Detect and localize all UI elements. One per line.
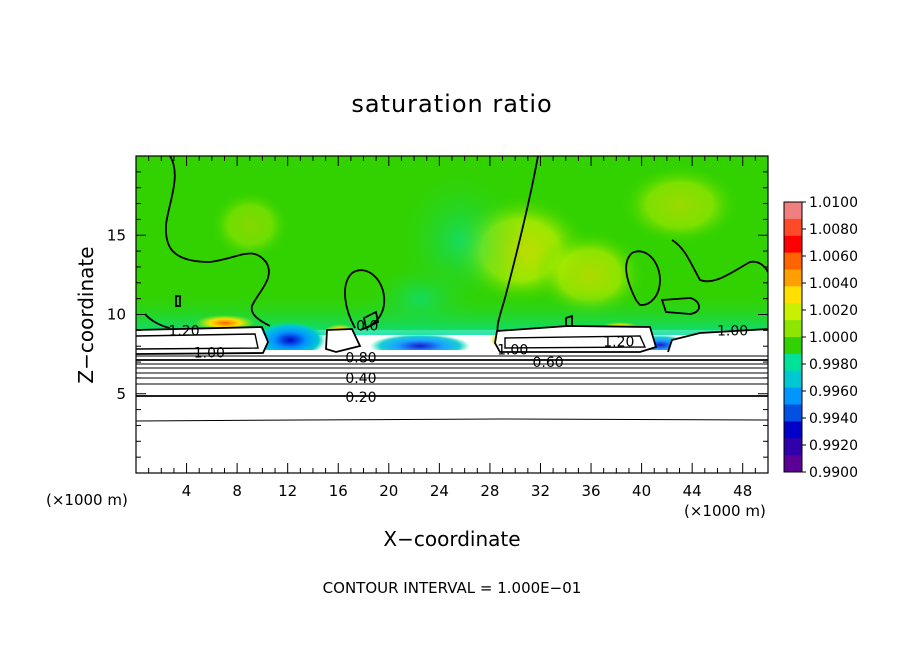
y-tick-label: 15 bbox=[107, 226, 126, 244]
colorbar-label: 0.9920 bbox=[809, 438, 858, 454]
colorbar-swatch bbox=[784, 404, 802, 422]
colorbar-swatch bbox=[784, 269, 802, 287]
colorbar-swatch bbox=[784, 202, 802, 220]
contour-line bbox=[667, 328, 768, 353]
contour-labels: 1.201.00 0.800.400.200.601.00 1.201.000.0 bbox=[168, 319, 748, 406]
field-patch bbox=[620, 165, 740, 245]
contour-line bbox=[496, 156, 539, 333]
colorbar: 1.0100 1.0080 1.0060 1.0040 1.0020 1.0000 0.99… bbox=[783, 195, 858, 481]
contour-line bbox=[136, 418, 768, 422]
contour-interval-note: CONTOUR INTERVAL = 1.000E−01 bbox=[323, 579, 582, 597]
contour-line bbox=[165, 156, 271, 327]
colorbar-label: 1.0020 bbox=[809, 303, 858, 319]
colorbar-label: 1.0000 bbox=[809, 330, 858, 346]
contour-label: 0.80 bbox=[345, 350, 376, 366]
white-region bbox=[136, 350, 768, 473]
contour-label: 1.00 bbox=[717, 323, 748, 339]
contour-line bbox=[344, 269, 386, 331]
colorbar-swatch bbox=[784, 320, 802, 338]
contour-label: 0.0 bbox=[356, 319, 378, 335]
colorbar-swatch bbox=[784, 337, 802, 355]
x-tick-label: 16 bbox=[329, 482, 348, 500]
x-tick-label: 8 bbox=[232, 482, 242, 500]
x-tick-label: 40 bbox=[632, 482, 651, 500]
colorbar-label: 0.9940 bbox=[809, 411, 858, 427]
field-patch bbox=[254, 322, 326, 358]
x-tick-label: 32 bbox=[531, 482, 550, 500]
x-tick-label: 12 bbox=[278, 482, 297, 500]
colorbar-swatch bbox=[784, 303, 802, 321]
colorbar-label: 0.9900 bbox=[809, 465, 858, 481]
contour-line bbox=[494, 325, 658, 353]
contour-line bbox=[325, 328, 362, 353]
y-tick-label: 5 bbox=[116, 385, 126, 403]
colorbar-label: 1.0040 bbox=[809, 276, 858, 292]
colorbar-swatch bbox=[784, 370, 802, 389]
y-tick-label: 10 bbox=[107, 306, 126, 324]
contour-line bbox=[136, 333, 259, 350]
x-tick-label: 4 bbox=[182, 482, 192, 500]
y-axis: 5 10 15 bbox=[107, 171, 768, 458]
contour-label: 0.20 bbox=[345, 390, 376, 406]
contour-line bbox=[625, 250, 661, 306]
colorbar-swatch bbox=[784, 455, 802, 473]
x-tick-label: 24 bbox=[430, 482, 449, 500]
undersaturated-region bbox=[136, 326, 768, 473]
x-tick-label: 28 bbox=[480, 482, 499, 500]
colorbar-swatch bbox=[784, 353, 802, 372]
x-tick-label: 20 bbox=[379, 482, 398, 500]
colorbar-swatch bbox=[784, 235, 802, 254]
plot-area bbox=[136, 156, 768, 473]
colorbar-label: 1.0060 bbox=[809, 249, 858, 265]
field-patch bbox=[210, 190, 290, 260]
contour-line bbox=[660, 297, 700, 315]
colorbar-label: 1.0100 bbox=[809, 195, 858, 211]
white-region bbox=[326, 329, 360, 352]
contour-line bbox=[362, 310, 380, 330]
contour-line bbox=[144, 313, 171, 329]
colorbar-swatch bbox=[784, 438, 802, 456]
colorbar-label: 0.9960 bbox=[809, 384, 858, 400]
contour-label: 1.00 bbox=[194, 346, 225, 362]
contour-lines bbox=[136, 156, 768, 422]
colorbar-swatch bbox=[784, 286, 802, 304]
x-tick-label: 48 bbox=[733, 482, 752, 500]
contour-line bbox=[565, 314, 573, 327]
white-region bbox=[496, 326, 655, 352]
colorbar-swatch bbox=[784, 421, 802, 439]
x-axis: 4 8 12 16 20 24 28 32 36 40 44 48 bbox=[148, 156, 756, 500]
contour-line bbox=[136, 326, 269, 355]
x-axis-label: X−coordinate bbox=[383, 527, 520, 551]
contour-label: 0.40 bbox=[345, 371, 376, 387]
colorbar-swatch bbox=[784, 252, 802, 270]
contour-line bbox=[504, 335, 647, 349]
colorbar-swatch bbox=[784, 387, 802, 405]
chart-title: saturation ratio bbox=[351, 90, 552, 118]
contour-label: 1.00 bbox=[497, 342, 528, 358]
colorbar-label: 1.0080 bbox=[809, 222, 858, 238]
colorbar-label: 0.9980 bbox=[809, 357, 858, 373]
y-axis-label: Z−coordinate bbox=[74, 246, 98, 383]
x-tick-label: 44 bbox=[683, 482, 702, 500]
y-axis-unit: (×1000 m) bbox=[46, 491, 128, 509]
colorbar-swatch bbox=[784, 218, 802, 237]
contour-line bbox=[175, 295, 181, 307]
contour-line bbox=[671, 239, 768, 283]
x-axis-unit: (×1000 m) bbox=[684, 502, 766, 520]
x-tick-label: 36 bbox=[581, 482, 600, 500]
contour-label: 0.60 bbox=[532, 355, 563, 371]
contour-label: 1.20 bbox=[168, 323, 199, 339]
contour-label: 1.20 bbox=[603, 334, 634, 350]
